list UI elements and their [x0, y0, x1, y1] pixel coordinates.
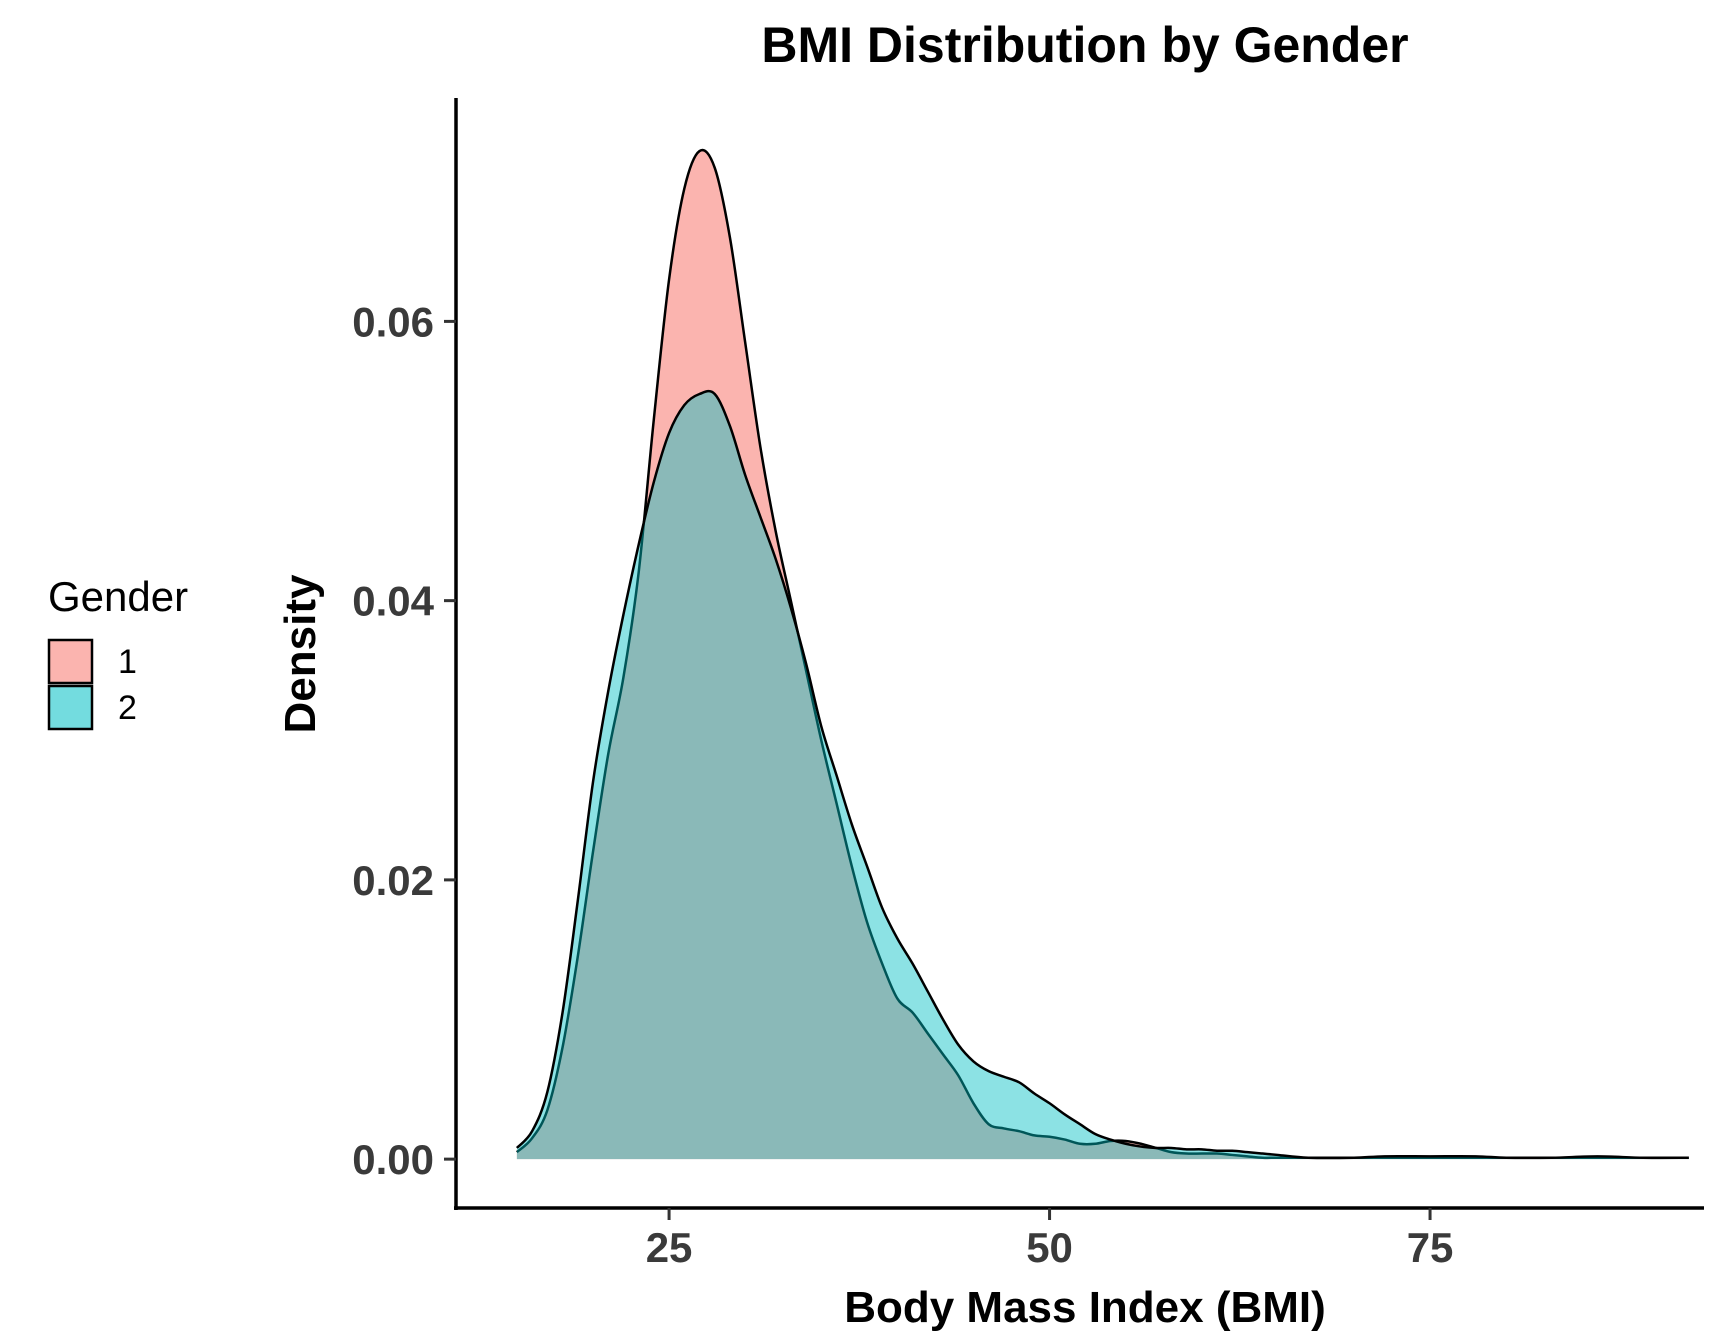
- density-line-gender-2: [515, 389, 1689, 1160]
- series-layer: [515, 148, 1689, 1160]
- y-tick-label: 0.02: [352, 857, 434, 904]
- legend-items: 12: [47, 638, 137, 731]
- x-tick-label: 50: [1026, 1224, 1073, 1271]
- y-tick-label: 0.04: [352, 578, 434, 625]
- y-axis-label: Density: [276, 574, 325, 733]
- density-area-gender-1: [516, 150, 1689, 1160]
- density-line-gender-1: [516, 148, 1689, 1160]
- x-tick-label: 75: [1407, 1224, 1454, 1271]
- legend: Gender 12: [47, 573, 188, 731]
- chart-title: BMI Distribution by Gender: [761, 17, 1408, 73]
- x-tick-label: 25: [646, 1224, 693, 1271]
- legend-swatch-gender-2: [47, 684, 94, 731]
- y-tick-label: 0.00: [352, 1136, 434, 1183]
- y-ticks: 0.00 0.02 0.04 0.06: [352, 298, 456, 1183]
- x-ticks: 25 50 75: [646, 1208, 1454, 1271]
- legend-label-gender-2: 2: [118, 689, 137, 727]
- legend-swatch-gender-1: [47, 638, 94, 685]
- legend-label-gender-1: 1: [118, 643, 137, 681]
- legend-title: Gender: [48, 573, 188, 620]
- x-axis-label: Body Mass Index (BMI): [844, 1283, 1326, 1332]
- y-tick-label: 0.06: [352, 298, 434, 345]
- density-area-gender-2: [516, 391, 1689, 1160]
